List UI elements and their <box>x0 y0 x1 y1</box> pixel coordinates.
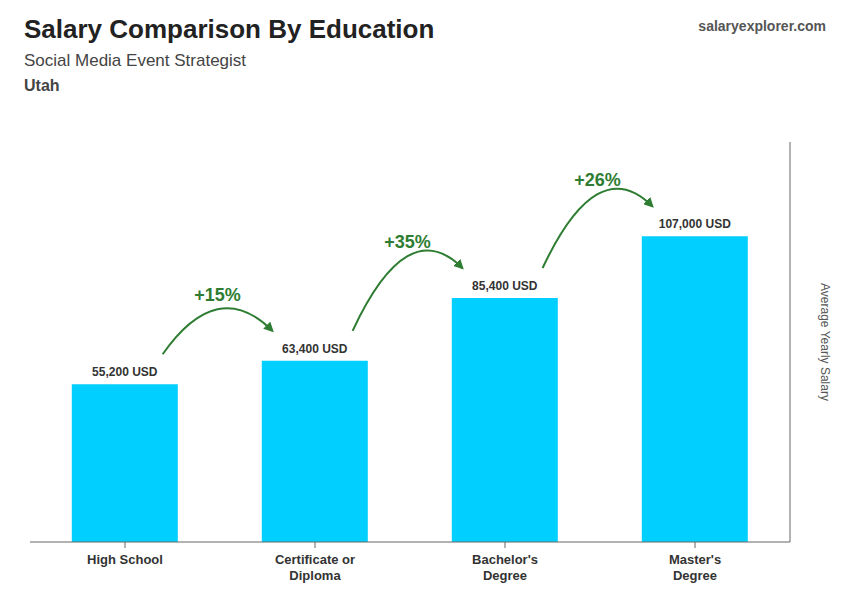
html-text:Social Media Event Strategist: Social Media Event Strategist <box>24 51 247 70</box>
svg-text:Bachelor'sDegree: Bachelor'sDegree <box>472 552 538 583</box>
svg-text:Master'sDegree: Master'sDegree <box>669 552 721 583</box>
html-text:Salary Comparison By Education: Salary Comparison By Education <box>24 14 435 44</box>
svg-text:63,400 USD: 63,400 USD <box>282 342 348 356</box>
svg-text:Average Yearly Salary: Average Yearly Salary <box>818 283 832 401</box>
svg-text:85,400 USD: 85,400 USD <box>472 279 538 293</box>
svg-text:55,200 USD: 55,200 USD <box>92 365 158 379</box>
svg-text:+35%: +35% <box>384 232 431 252</box>
html-text:Utah: Utah <box>24 77 60 94</box>
svg-text:Certificate orDiploma: Certificate orDiploma <box>275 552 355 583</box>
html-text:salaryexplorer.com: salaryexplorer.com <box>698 18 826 34</box>
svg-text:107,000 USD: 107,000 USD <box>659 217 731 231</box>
svg-text:High School: High School <box>87 552 163 567</box>
svg-text:+15%: +15% <box>194 285 241 305</box>
svg-text:+26%: +26% <box>574 170 621 190</box>
